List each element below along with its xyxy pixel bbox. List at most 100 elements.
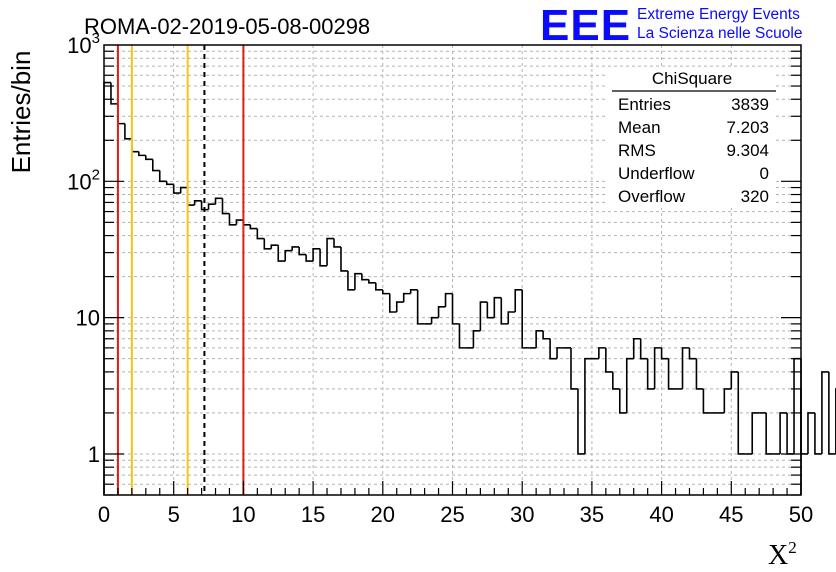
- eee-logo: EEE Extreme Energy Events La Scienza nel…: [540, 1, 802, 50]
- histogram-bin: [535, 330, 544, 348]
- histogram-bin: [618, 388, 627, 414]
- histogram-bin: [200, 200, 209, 211]
- y-tick-label: 102: [67, 166, 100, 194]
- x-tick-label: 20: [371, 502, 395, 527]
- histogram-bin: [556, 347, 565, 359]
- x-tick-label: 5: [168, 502, 180, 527]
- histogram-bin: [333, 238, 341, 248]
- histogram-bin: [646, 358, 655, 390]
- x-tick-label: 50: [789, 502, 813, 527]
- histogram-bin: [549, 338, 558, 360]
- histogram-bin: [388, 293, 397, 313]
- x-tick-label: 40: [649, 502, 673, 527]
- y-tick-label: 10: [76, 306, 100, 331]
- histogram-bin: [256, 228, 265, 240]
- axis-ticks: [103, 50, 802, 496]
- histogram-bin: [660, 347, 669, 360]
- stats-box-title: ChiSquare: [652, 69, 732, 88]
- x-axis-label-sup: 2: [788, 538, 797, 557]
- histogram-bin: [807, 412, 815, 454]
- histogram-bin: [409, 289, 418, 294]
- histogram-bin: [612, 371, 620, 390]
- stats-row-label: Entries: [618, 95, 671, 114]
- histogram-bin: [723, 388, 732, 413]
- histogram-bin: [214, 197, 223, 205]
- histogram-bin: [632, 337, 641, 359]
- stats-row-label: RMS: [618, 141, 656, 160]
- histogram-bin: [514, 289, 523, 312]
- histogram-bin: [765, 412, 774, 455]
- x-tick-label: 35: [580, 502, 604, 527]
- histogram-bin: [207, 203, 216, 210]
- histogram-bin: [437, 306, 446, 318]
- histogram-bin: [340, 246, 348, 272]
- histogram-bin: [605, 347, 613, 373]
- histogram-bin: [800, 358, 808, 455]
- histogram-bin: [430, 316, 439, 324]
- threshold-lines: [116, 45, 245, 495]
- y-axis-label: Entries/bin: [6, 51, 36, 174]
- histogram-bin: [228, 213, 237, 226]
- histogram-bin: [249, 224, 258, 230]
- histogram-bin: [151, 159, 160, 172]
- histogram-bin: [193, 199, 202, 206]
- run-title: ROMA-02-2019-05-08-00298: [84, 14, 370, 39]
- histogram-bin: [165, 181, 174, 186]
- histogram-bin: [444, 292, 453, 307]
- y-tick-label: 103: [67, 30, 100, 58]
- y-tick-label: 1: [88, 442, 100, 467]
- histogram-bin: [270, 244, 279, 249]
- histogram-bin: [814, 412, 822, 455]
- histogram-bin: [821, 371, 829, 454]
- stats-row-value: 3839: [731, 95, 769, 114]
- histogram-bin: [521, 289, 530, 349]
- histogram-bin: [598, 347, 606, 359]
- histogram-bin: [695, 358, 704, 390]
- x-tick-label: 15: [301, 502, 325, 527]
- histogram-bin: [779, 412, 788, 454]
- histogram-bin: [319, 248, 328, 267]
- histogram-bin: [402, 292, 411, 303]
- histogram-bin: [702, 388, 711, 414]
- eee-logo-line2: La Scienza nelle Scuole: [637, 25, 802, 42]
- histogram-bin: [382, 289, 390, 295]
- stats-row-label: Underflow: [618, 164, 695, 183]
- histogram-bin: [326, 237, 335, 266]
- stats-row-value: 0: [760, 164, 769, 183]
- histogram-bin: [451, 293, 460, 325]
- histogram-bin: [235, 219, 244, 225]
- x-tick-labels: 0 5 10 15 20 25 30 35 40 45 50: [98, 502, 813, 527]
- histogram-bin: [103, 81, 111, 495]
- histogram-bin: [117, 103, 125, 125]
- stats-row-value: 9.304: [726, 141, 769, 160]
- histogram-bin: [625, 357, 634, 413]
- histogram-bin: [361, 273, 369, 281]
- histogram-bin: [284, 249, 293, 262]
- histogram-bin: [172, 184, 181, 194]
- histogram-bin: [479, 301, 488, 331]
- histogram-bin: [730, 371, 739, 389]
- x-tick-label: 10: [231, 502, 255, 527]
- histogram-bin: [486, 302, 495, 319]
- stats-row-value: 7.203: [726, 118, 769, 137]
- histogram-bin: [681, 347, 690, 389]
- histogram-bin: [291, 246, 300, 251]
- stats-row-label: Mean: [618, 118, 661, 137]
- histogram-bin: [347, 270, 355, 291]
- x-tick-label: 25: [440, 502, 464, 527]
- histogram-bin: [395, 301, 404, 312]
- histogram-bin: [305, 254, 314, 262]
- histogram-bin: [507, 311, 516, 324]
- histogram-bin: [639, 338, 648, 360]
- histogram-bin: [312, 247, 321, 262]
- eee-logo-line1: Extreme Energy Events: [637, 6, 800, 23]
- histogram-bin: [653, 347, 662, 389]
- histogram-bin: [570, 347, 578, 390]
- y-tick-labels: 1 10 102 103: [67, 30, 100, 467]
- histogram-bin: [124, 123, 132, 140]
- histogram-bin: [458, 323, 467, 349]
- stats-row-value: 320: [741, 187, 769, 206]
- histogram-bin: [145, 155, 153, 161]
- histogram-bin: [277, 245, 286, 262]
- histogram-bin: [110, 82, 118, 105]
